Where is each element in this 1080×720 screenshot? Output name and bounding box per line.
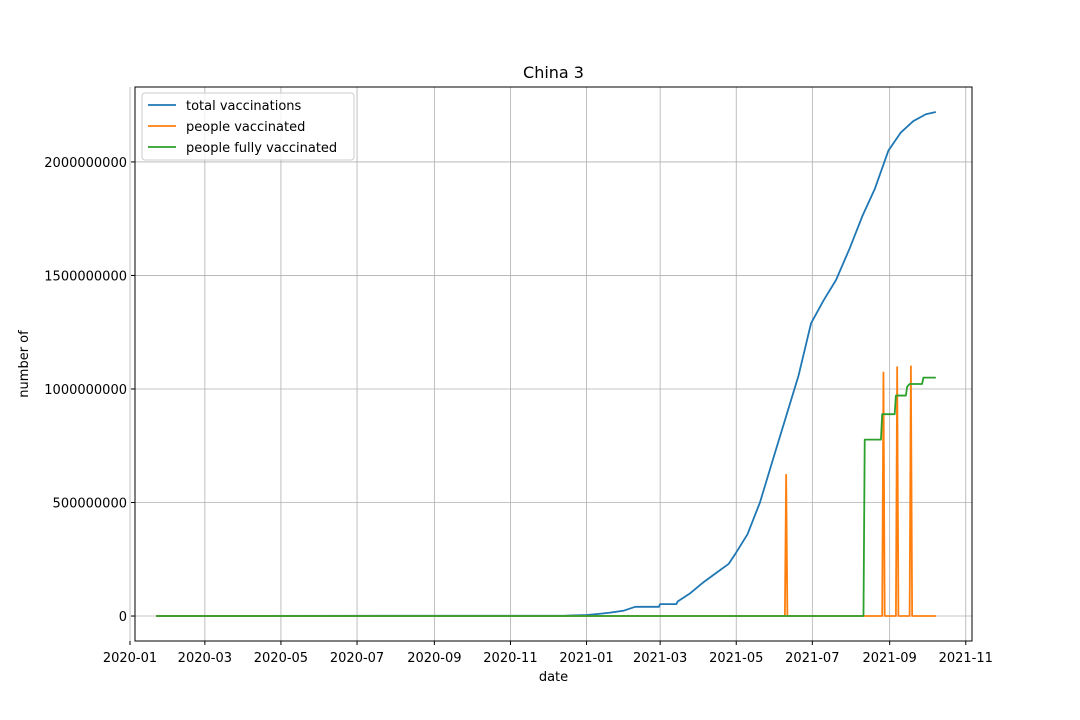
x-tick-label: 2020-03 xyxy=(178,651,232,666)
x-tick-label: 2021-11 xyxy=(939,651,993,666)
y-tick-label: 1000000000 xyxy=(44,383,127,398)
legend-label-people-fully-vaccinated: people fully vaccinated xyxy=(186,141,337,156)
x-tick-label: 2020-11 xyxy=(483,651,537,666)
legend: total vaccinations people vaccinated peopl… xyxy=(141,92,355,161)
y-tick-label: 500000000 xyxy=(53,497,127,512)
x-tick-label: 2021-09 xyxy=(863,651,917,666)
grid xyxy=(129,87,972,641)
x-tick-label: 2020-05 xyxy=(254,651,308,666)
legend-label-people-vaccinated: people vaccinated xyxy=(186,120,305,135)
series-line-people-vaccinated xyxy=(156,365,936,617)
x-tick-label: 2021-07 xyxy=(785,651,839,666)
y-tick-label: 0 xyxy=(119,610,127,625)
series-line-total-vaccinations xyxy=(156,111,937,617)
chart-title: China 3 xyxy=(523,63,584,82)
series-lines xyxy=(156,111,937,617)
legend-box xyxy=(141,92,355,161)
x-tick-label: 2020-07 xyxy=(330,651,384,666)
x-tick-label: 2021-05 xyxy=(709,651,763,666)
x-tick-label: 2021-03 xyxy=(633,651,687,666)
x-tick-label: 2020-09 xyxy=(407,651,461,666)
y-tick-label: 2000000000 xyxy=(44,156,127,171)
y-axis-label: number of xyxy=(17,330,32,398)
y-tick-label: 1500000000 xyxy=(44,269,127,284)
x-tick-label: 2020-01 xyxy=(103,651,157,666)
x-tick-label: 2021-01 xyxy=(559,651,613,666)
series-line-people-fully-vaccinated xyxy=(156,376,936,617)
ticks: 2020-01 2020-03 2020-05 2020-07 2020-09 2020-… xyxy=(44,156,993,666)
x-axis-label: date xyxy=(539,670,568,685)
legend-label-total-vaccinations: total vaccinations xyxy=(186,99,302,114)
axes-frame xyxy=(134,86,973,642)
